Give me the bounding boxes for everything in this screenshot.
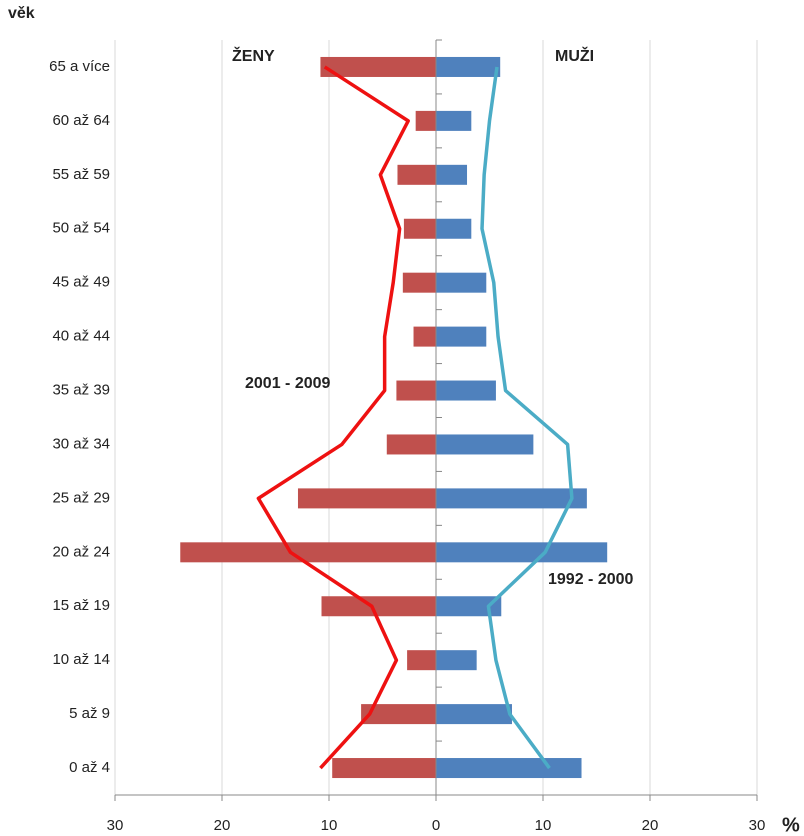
x-tick-label: 20 (214, 817, 231, 834)
x-tick-label: 30 (749, 817, 766, 834)
bar (180, 542, 436, 563)
bar (396, 380, 436, 401)
y-tick-label: 25 až 29 (52, 489, 110, 506)
bar (397, 164, 436, 185)
bar (386, 434, 436, 455)
x-tick-label: 30 (107, 817, 124, 834)
bar (436, 380, 496, 401)
series-label: 2001 - 2009 (245, 375, 331, 392)
bar (436, 704, 512, 725)
bar (436, 56, 501, 77)
bar (402, 272, 436, 293)
bar (332, 758, 436, 779)
y-tick-label: 20 až 24 (52, 543, 110, 560)
y-tick-label: 40 až 44 (52, 328, 110, 345)
bar (361, 704, 436, 725)
y-tick-label: 10 až 14 (52, 651, 110, 668)
y-tick-label: 45 až 49 (52, 274, 110, 291)
bar (436, 110, 472, 131)
bar (436, 488, 587, 509)
y-tick-label: 65 a více (49, 58, 110, 75)
bar (321, 596, 436, 617)
bar (403, 218, 436, 239)
bar (413, 326, 436, 347)
y-tick-label: 55 až 59 (52, 166, 110, 183)
y-tick-label: 15 až 19 (52, 597, 110, 614)
y-tick-label: 50 až 54 (52, 220, 110, 237)
series-label: MUŽI (555, 46, 594, 65)
bar (436, 758, 582, 779)
y-tick-label: 35 až 39 (52, 382, 110, 399)
bar (436, 218, 472, 239)
series-label: 1992 - 2000 (548, 571, 634, 588)
y-axis-label: věk (8, 5, 35, 22)
y-tick-label: 5 až 9 (69, 705, 110, 722)
line (480, 66, 574, 770)
bar (436, 272, 487, 293)
line (256, 65, 410, 770)
x-tick-label: 10 (321, 817, 338, 834)
bar (320, 56, 436, 77)
series-label: ŽENY (232, 46, 275, 65)
bar (407, 650, 436, 671)
bar (436, 434, 534, 455)
y-tick-label: 30 až 34 (52, 435, 110, 452)
x-axis-unit: % (782, 814, 800, 836)
x-tick-label: 10 (535, 817, 552, 834)
bar (436, 542, 608, 563)
y-tick-label: 0 až 4 (69, 759, 110, 776)
bar (415, 110, 436, 131)
bar (436, 650, 477, 671)
x-tick-label: 0 (432, 817, 440, 834)
bar (297, 488, 436, 509)
y-tick-label: 60 až 64 (52, 112, 110, 129)
bar (436, 164, 468, 185)
bar (436, 326, 487, 347)
x-tick-label: 20 (642, 817, 659, 834)
bar (436, 596, 502, 617)
